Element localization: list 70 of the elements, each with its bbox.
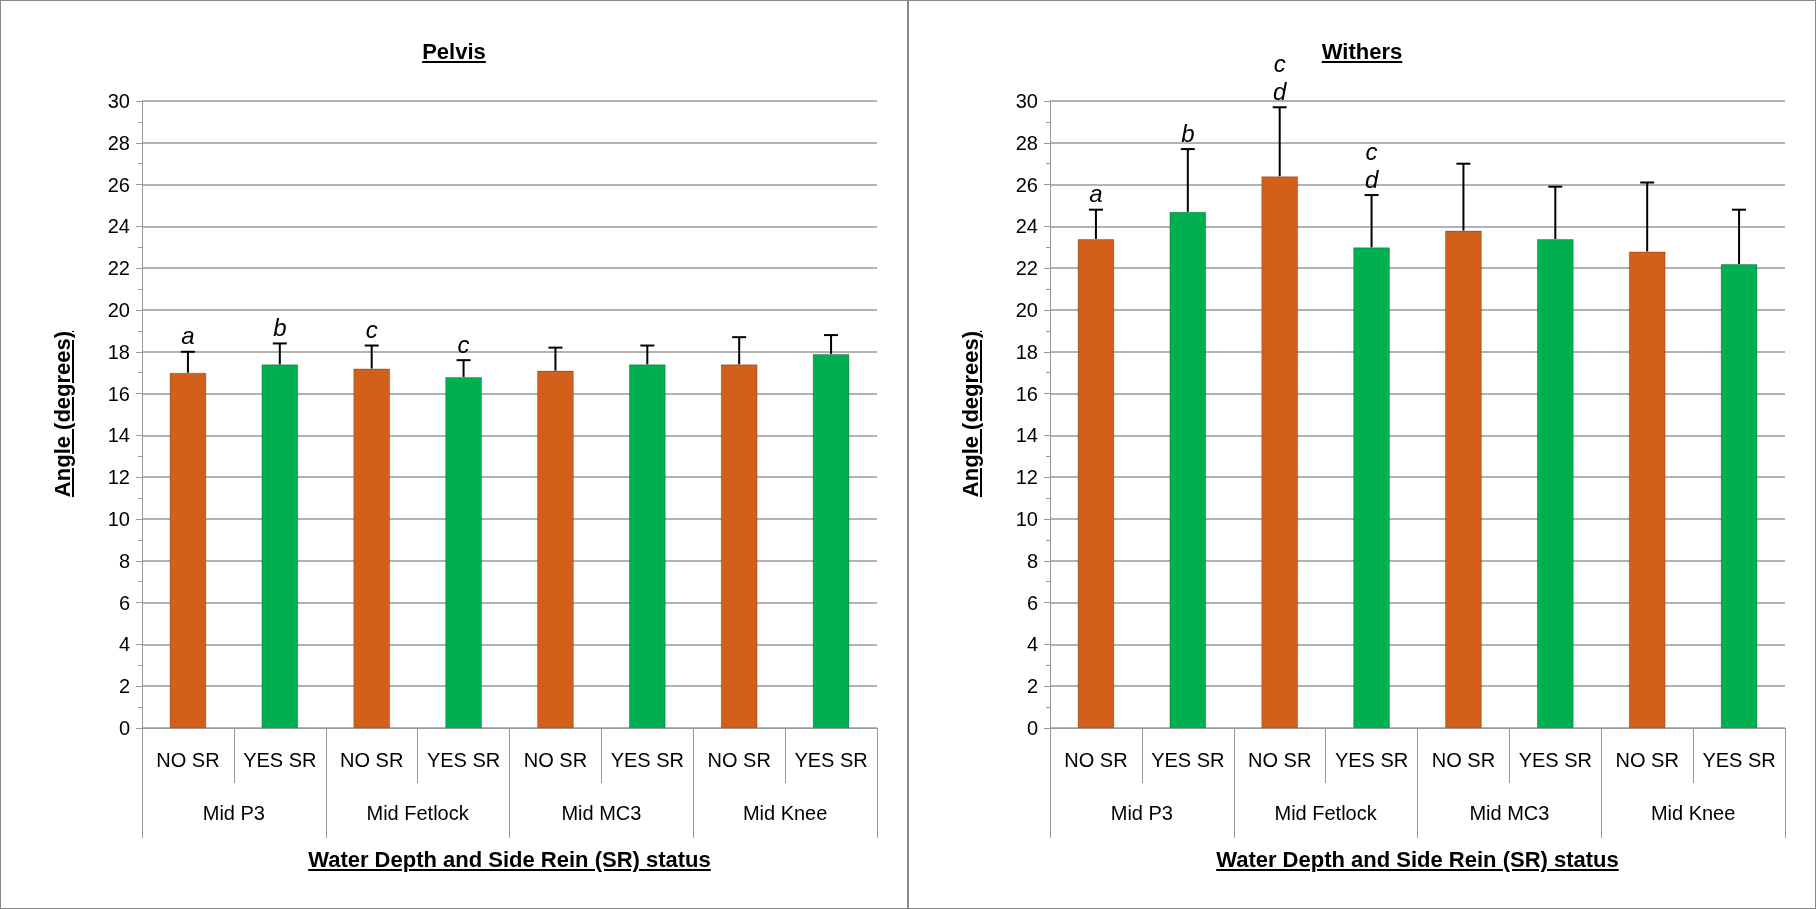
- text: YES SR: [243, 749, 317, 771]
- y-tick-label: 18: [1015, 340, 1038, 363]
- data-label: b: [1181, 119, 1195, 147]
- text: NO SR: [1248, 749, 1312, 771]
- y-tick-label: 26: [107, 173, 130, 196]
- text: YES SR: [794, 749, 868, 771]
- y-tick-label: 20: [107, 299, 130, 321]
- text: YES SR: [1334, 749, 1409, 771]
- text: NO SR: [340, 749, 404, 771]
- data-label: a: [1089, 180, 1103, 208]
- y-tick-label: 12: [107, 466, 130, 489]
- series-label: YES SR: [610, 749, 684, 771]
- y-tick-label: 18: [107, 340, 130, 363]
- y-tick-label: 2: [118, 675, 130, 698]
- y-tick-label: 6: [1026, 591, 1038, 614]
- y-tick-label: 10: [1015, 508, 1038, 530]
- y-tick-label: 22: [107, 257, 130, 280]
- y-tick-label: 16: [107, 382, 130, 405]
- y-tick-label: 22: [1015, 257, 1038, 280]
- text: NO SR: [156, 749, 220, 771]
- text: YES SR: [426, 749, 501, 771]
- data-label: c d: [1273, 49, 1288, 105]
- y-tick-label: 28: [1015, 131, 1038, 154]
- chart-title: Pelvis: [421, 39, 487, 65]
- y-axis-title: Angle (degrees): [50, 330, 76, 498]
- y-tick-label: 30: [107, 90, 130, 112]
- x-tick-label: Mid Fetlock: [366, 802, 470, 824]
- y-tick-label: 0: [118, 717, 130, 739]
- x-tick-label: Mid P3: [202, 802, 265, 824]
- y-tick-label: 12: [1015, 466, 1038, 489]
- y-tick-label: 8: [1026, 549, 1038, 572]
- y-tick-label: 24: [1015, 215, 1038, 238]
- x-tick-label: Mid MC3: [561, 802, 642, 824]
- text: NO SR: [707, 749, 771, 771]
- data-label: c: [365, 316, 378, 344]
- y-tick-label: 28: [107, 131, 130, 154]
- data-label: a: [181, 322, 195, 350]
- y-tick-label: 4: [118, 633, 130, 656]
- text: NO SR: [1615, 749, 1679, 771]
- y-tick-label: 10: [107, 508, 130, 530]
- y-tick-label: 4: [1026, 633, 1038, 656]
- y-tick-label: 8: [118, 549, 130, 572]
- x-tick-label: Mid P3: [1110, 802, 1173, 824]
- x-tick-label: Mid MC3: [1469, 802, 1550, 824]
- data-label: c d: [1364, 137, 1379, 193]
- x-tick-label: Mid Fetlock: [1274, 802, 1378, 824]
- x-tick-label: Mid Knee: [742, 802, 828, 824]
- text: YES SR: [1702, 749, 1776, 771]
- series-label: NO SR: [523, 749, 588, 771]
- x-axis-title: Water Depth and Side Rein (SR) status: [1215, 847, 1620, 873]
- y-tick-label: 24: [107, 215, 130, 238]
- text: NO SR: [1431, 749, 1496, 771]
- y-tick-label: 14: [107, 424, 130, 447]
- chart-title: Withers: [1321, 39, 1403, 64]
- series-label: YES SR: [1151, 749, 1225, 771]
- y-axis-title: Angle (degrees): [958, 330, 984, 498]
- text: YES SR: [1518, 749, 1592, 771]
- data-label: c: [457, 330, 470, 358]
- y-tick-label: 2: [1026, 675, 1038, 698]
- x-tick-label: Mid Knee: [1650, 802, 1736, 824]
- y-tick-label: 6: [118, 591, 130, 614]
- y-tick-label: 30: [1015, 90, 1038, 112]
- y-tick-label: 0: [1026, 717, 1038, 739]
- y-tick-label: 20: [1015, 299, 1038, 321]
- data-label: b: [273, 313, 287, 341]
- series-label: NO SR: [1064, 749, 1128, 771]
- y-tick-label: 16: [1015, 382, 1038, 405]
- y-tick-label: 14: [1015, 424, 1038, 447]
- y-tick-label: 26: [1015, 173, 1038, 196]
- x-axis-title: Water Depth and Side Rein (SR) status: [307, 847, 712, 873]
